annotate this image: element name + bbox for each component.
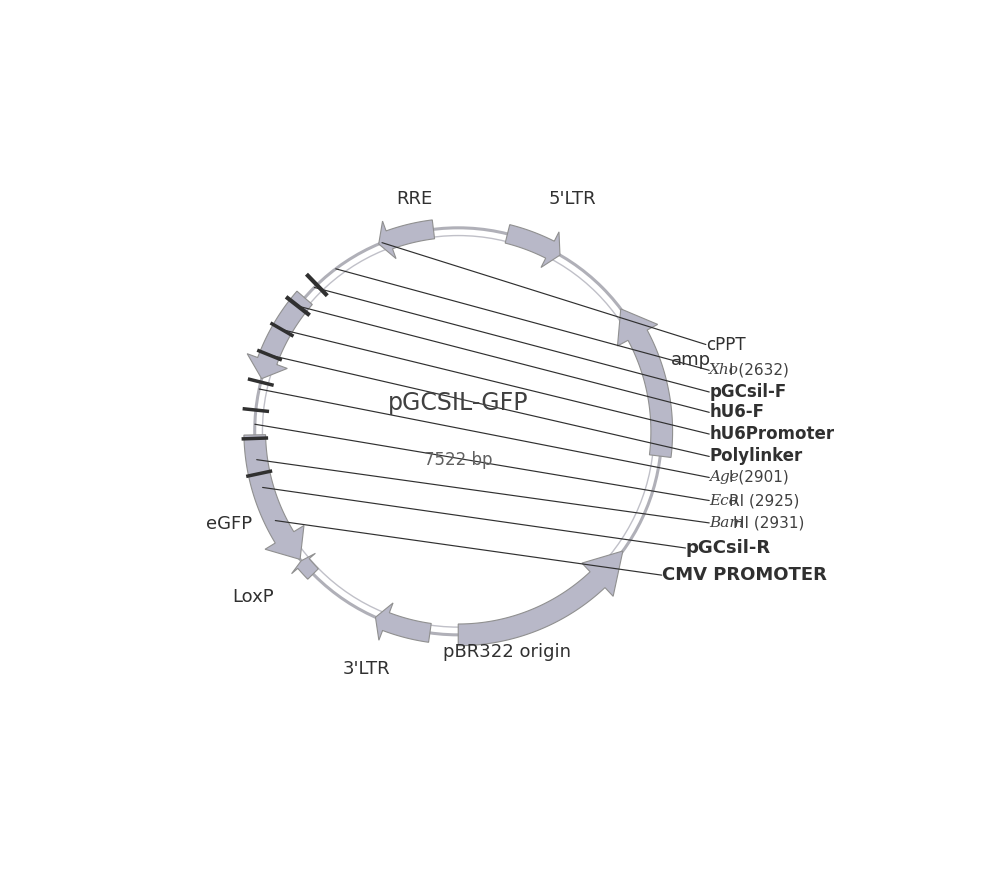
Polygon shape bbox=[505, 225, 560, 268]
Polygon shape bbox=[379, 220, 435, 259]
Text: pBR322 origin: pBR322 origin bbox=[443, 643, 571, 661]
Text: pGCSIL-GFP: pGCSIL-GFP bbox=[388, 391, 528, 415]
Text: LoxP: LoxP bbox=[233, 588, 274, 606]
Text: 7522 bp: 7522 bp bbox=[424, 451, 492, 469]
Text: eGFP: eGFP bbox=[206, 515, 252, 533]
Text: hU6Promoter: hU6Promoter bbox=[709, 425, 834, 443]
Text: hU6-F: hU6-F bbox=[709, 403, 764, 421]
Text: HI (2931): HI (2931) bbox=[733, 515, 804, 530]
Text: Age: Age bbox=[709, 470, 739, 485]
Text: CMV PROMOTER: CMV PROMOTER bbox=[662, 566, 827, 584]
Text: cPPT: cPPT bbox=[706, 336, 745, 353]
Polygon shape bbox=[247, 291, 312, 379]
Text: I (2632): I (2632) bbox=[729, 363, 789, 378]
Polygon shape bbox=[292, 553, 318, 579]
Polygon shape bbox=[375, 603, 431, 642]
Text: Bam: Bam bbox=[709, 516, 744, 529]
Text: 5'LTR: 5'LTR bbox=[548, 190, 596, 208]
Text: RI (2925): RI (2925) bbox=[729, 493, 799, 508]
Text: pGCsil-F: pGCsil-F bbox=[709, 383, 786, 401]
Text: Eco: Eco bbox=[709, 493, 738, 507]
Polygon shape bbox=[617, 309, 673, 457]
Text: pGCsil-R: pGCsil-R bbox=[685, 539, 771, 557]
Text: 3'LTR: 3'LTR bbox=[342, 661, 390, 678]
Text: Xho: Xho bbox=[709, 363, 739, 377]
Text: amp: amp bbox=[671, 351, 711, 369]
Polygon shape bbox=[244, 434, 304, 559]
Text: I (2901): I (2901) bbox=[729, 470, 789, 485]
Polygon shape bbox=[458, 551, 623, 646]
Text: RRE: RRE bbox=[396, 189, 432, 208]
Text: Polylinker: Polylinker bbox=[709, 448, 802, 465]
